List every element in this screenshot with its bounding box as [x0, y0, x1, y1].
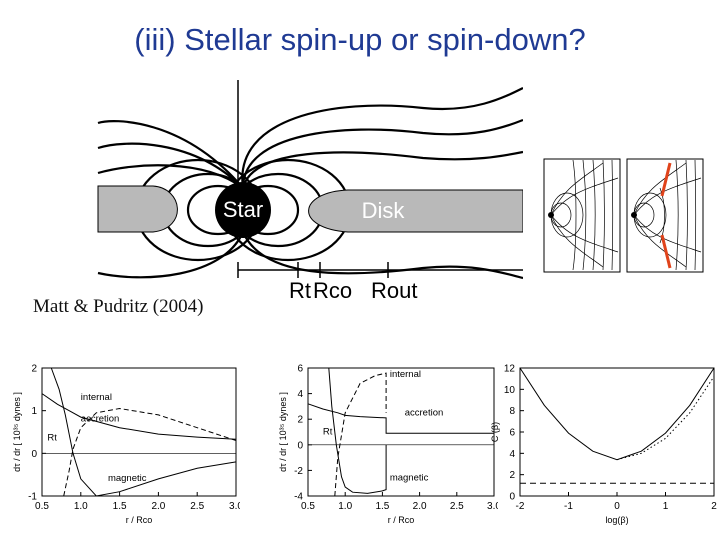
x-tick-label: 2.5: [450, 501, 464, 512]
annotation-accretion: accretion: [405, 407, 444, 418]
star-disk-diagram: Star Disk Rt Rco Rout: [97, 80, 523, 303]
star-label: Star: [223, 197, 263, 222]
disk-label: Disk: [362, 198, 406, 223]
x-tick-label: 1.0: [74, 501, 88, 512]
annotation-magnetic: magnetic: [390, 473, 429, 484]
plot-frame: [519, 367, 715, 497]
x-tick-label: 1: [663, 501, 669, 512]
plot-frame: [307, 367, 495, 497]
y-tick-label: 2: [509, 470, 515, 481]
y-tick-label: 0: [509, 492, 515, 503]
annotation-internal: internal: [390, 369, 421, 380]
citation: Matt & Pudritz (2004): [33, 296, 204, 317]
y-tick-label: 10: [504, 385, 516, 396]
annotation-rt: Rt: [323, 427, 333, 438]
y-tick-label: -2: [294, 466, 303, 477]
y-tick-label: 8: [509, 406, 515, 417]
x-axis-label: r / Rco: [126, 515, 153, 525]
series-line-solid: [519, 367, 715, 461]
x-tick-label: 1.0: [338, 501, 352, 512]
series-line-accretion: [41, 393, 237, 440]
y-tick-label: 0: [297, 440, 303, 451]
x-tick-label: 2.0: [413, 501, 427, 512]
y-tick-label: 6: [509, 428, 515, 439]
x-tick-label: 0.5: [301, 501, 315, 512]
y-tick-label: 1: [31, 406, 37, 417]
y-tick-label: 6: [297, 364, 303, 375]
torque-plot-2: 0.5 1.0 1.5 2.0 2.5 3.0 -4 -2 0 2 4 6 r / Rco dτ / dr…: [278, 364, 498, 526]
y-tick-label: 0: [31, 449, 37, 460]
x-tick-label: 1.5: [375, 501, 389, 512]
radius-label-rout: Rout: [371, 278, 417, 303]
x-tick-label: 1.5: [113, 501, 127, 512]
x-tick-label: 0: [614, 501, 620, 512]
x-tick-label: -1: [564, 501, 573, 512]
y-tick-label: 2: [297, 415, 303, 426]
series-line-magnetic: [328, 367, 387, 494]
x-tick-label: 0.5: [35, 501, 49, 512]
annotation-internal: internal: [81, 392, 112, 403]
radius-label-rt: Rt: [289, 278, 311, 303]
y-axis-label: dτ / dr [ 10³⁵ dynes ]: [278, 392, 288, 472]
annotation-magnetic: magnetic: [108, 473, 147, 484]
x-axis-label: log(β): [605, 515, 628, 525]
y-axis-label: C (β): [490, 422, 500, 442]
x-tick-label: -2: [516, 501, 525, 512]
x-tick-label: 3.0: [487, 501, 498, 512]
field-line-panel-right: [626, 158, 704, 273]
series-line-accretion: [307, 403, 494, 434]
series-line-magnetic: [50, 367, 237, 497]
series-line-dotted: [616, 376, 715, 461]
plot-frame: [41, 367, 237, 497]
annotation-accretion: accretion: [81, 413, 120, 424]
y-tick-label: 4: [509, 449, 515, 460]
y-axis-label: dτ / dr [ 10³⁵ dynes ]: [12, 392, 22, 472]
y-tick-label: -1: [28, 492, 37, 503]
x-tick-label: 3.0: [229, 501, 240, 512]
slide-title: (iii) Stellar spin-up or spin-down?: [134, 22, 586, 57]
y-tick-label: 2: [31, 364, 37, 375]
annotation-rt: Rt: [47, 433, 57, 444]
y-tick-label: -4: [294, 492, 303, 503]
torque-plot-1: 0.5 1.0 1.5 2.0 2.5 3.0 -1 0 1 2 r / Rco dτ / dr [ …: [12, 364, 240, 526]
x-tick-label: 2.5: [190, 501, 204, 512]
series-line-internal: [334, 372, 387, 497]
field-line-panel-left: [543, 158, 621, 273]
x-axis-label: r / Rco: [388, 515, 415, 525]
y-tick-label: 4: [297, 389, 303, 400]
series-line-internal: [63, 407, 237, 497]
x-tick-label: 2.0: [151, 501, 165, 512]
y-tick-label: 12: [504, 364, 516, 375]
x-tick-label: 2: [711, 501, 717, 512]
radius-label-rco: Rco: [313, 278, 352, 303]
